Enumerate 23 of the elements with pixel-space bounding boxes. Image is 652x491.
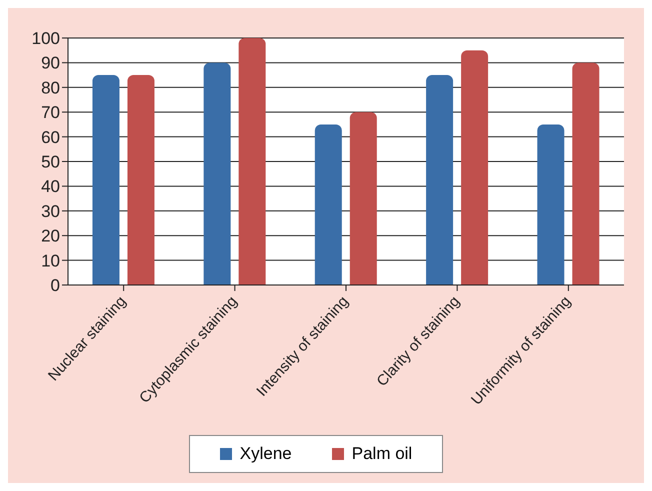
y-tick-label: 60 xyxy=(41,128,60,147)
bar xyxy=(92,75,120,285)
y-tick-label: 100 xyxy=(32,29,60,48)
y-tick-label: 50 xyxy=(41,152,60,172)
y-tick-label: 40 xyxy=(41,177,60,196)
bar xyxy=(204,62,231,285)
bar xyxy=(314,124,342,285)
y-tick-label: 20 xyxy=(41,226,60,246)
bar xyxy=(350,112,377,285)
y-tick-label: 70 xyxy=(41,103,60,122)
bar xyxy=(537,124,564,285)
y-tick-label: 0 xyxy=(50,276,60,296)
bar xyxy=(426,75,454,285)
bar xyxy=(572,62,600,285)
y-tick-label: 10 xyxy=(41,251,60,270)
y-tick-label: 90 xyxy=(41,54,60,73)
legend-label: Palm oil xyxy=(350,444,412,464)
legend-label: Xylene xyxy=(238,444,292,464)
bar xyxy=(238,38,266,285)
y-tick-label: 30 xyxy=(41,202,60,221)
y-tick-label: 80 xyxy=(41,78,60,98)
bar xyxy=(461,50,488,285)
bar xyxy=(127,75,154,285)
